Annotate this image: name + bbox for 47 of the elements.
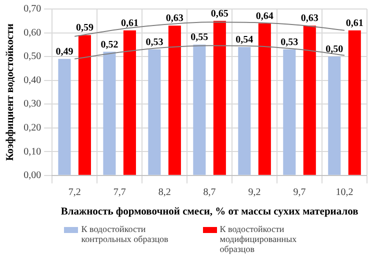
data-label: 0,65: [210, 8, 228, 20]
bar: [283, 49, 296, 175]
y-tick-label: 0,60: [24, 27, 42, 38]
data-label: 0,54: [236, 34, 254, 46]
x-tick-label: 9,2: [248, 187, 261, 198]
bar: [58, 58, 71, 175]
data-label: 0,63: [300, 13, 318, 24]
bar: [213, 20, 226, 175]
y-tick-label: 0,20: [24, 122, 42, 134]
data-label: 0,52: [100, 39, 118, 50]
x-axis-title: Влажность формовочной смеси, % от массы сухих материалов: [60, 206, 359, 218]
y-tick-label: 0,50: [24, 51, 42, 62]
x-tick-label: 8,2: [158, 187, 171, 198]
data-label: 0,63: [166, 13, 184, 24]
x-tick-label: 9,7: [293, 187, 306, 198]
y-tick-label: 0,00: [24, 170, 42, 182]
data-label: 0,53: [146, 36, 164, 48]
bar: [348, 30, 361, 175]
y-tick-label: 0,40: [24, 74, 42, 86]
bar: [148, 49, 161, 175]
y-tick-label: 0,10: [24, 146, 42, 158]
data-label: 0,61: [346, 18, 364, 29]
legend-label: К водостойкости контрольных образцов: [81, 224, 170, 244]
bar: [78, 35, 91, 175]
bar: [103, 52, 116, 175]
x-tick-label: 10,2: [336, 187, 354, 198]
data-label: 0,53: [280, 36, 298, 48]
data-label: 0,61: [120, 18, 138, 29]
bar: [238, 47, 251, 175]
x-tick-label: 7,7: [113, 187, 126, 198]
x-tick-label: 7,2: [68, 187, 81, 198]
bar: [168, 26, 181, 175]
data-label: 0,55: [190, 32, 208, 44]
bar: [328, 56, 341, 175]
bar: [123, 30, 136, 175]
y-tick-label: 0,70: [24, 4, 42, 15]
bar: [193, 44, 206, 175]
bar: [303, 26, 316, 175]
y-axis-title: Коэффициент водостойкости: [5, 24, 16, 161]
legend-label: К водостойкости модифицированных образцов: [220, 224, 298, 254]
bar: [258, 23, 271, 175]
data-label: 0,50: [326, 44, 344, 56]
data-label: 0,49: [56, 46, 74, 58]
data-label: 0,64: [256, 10, 274, 22]
data-label: 0,59: [76, 22, 94, 34]
x-tick-label: 8,7: [203, 187, 216, 198]
y-tick-label: 0,30: [24, 98, 42, 110]
